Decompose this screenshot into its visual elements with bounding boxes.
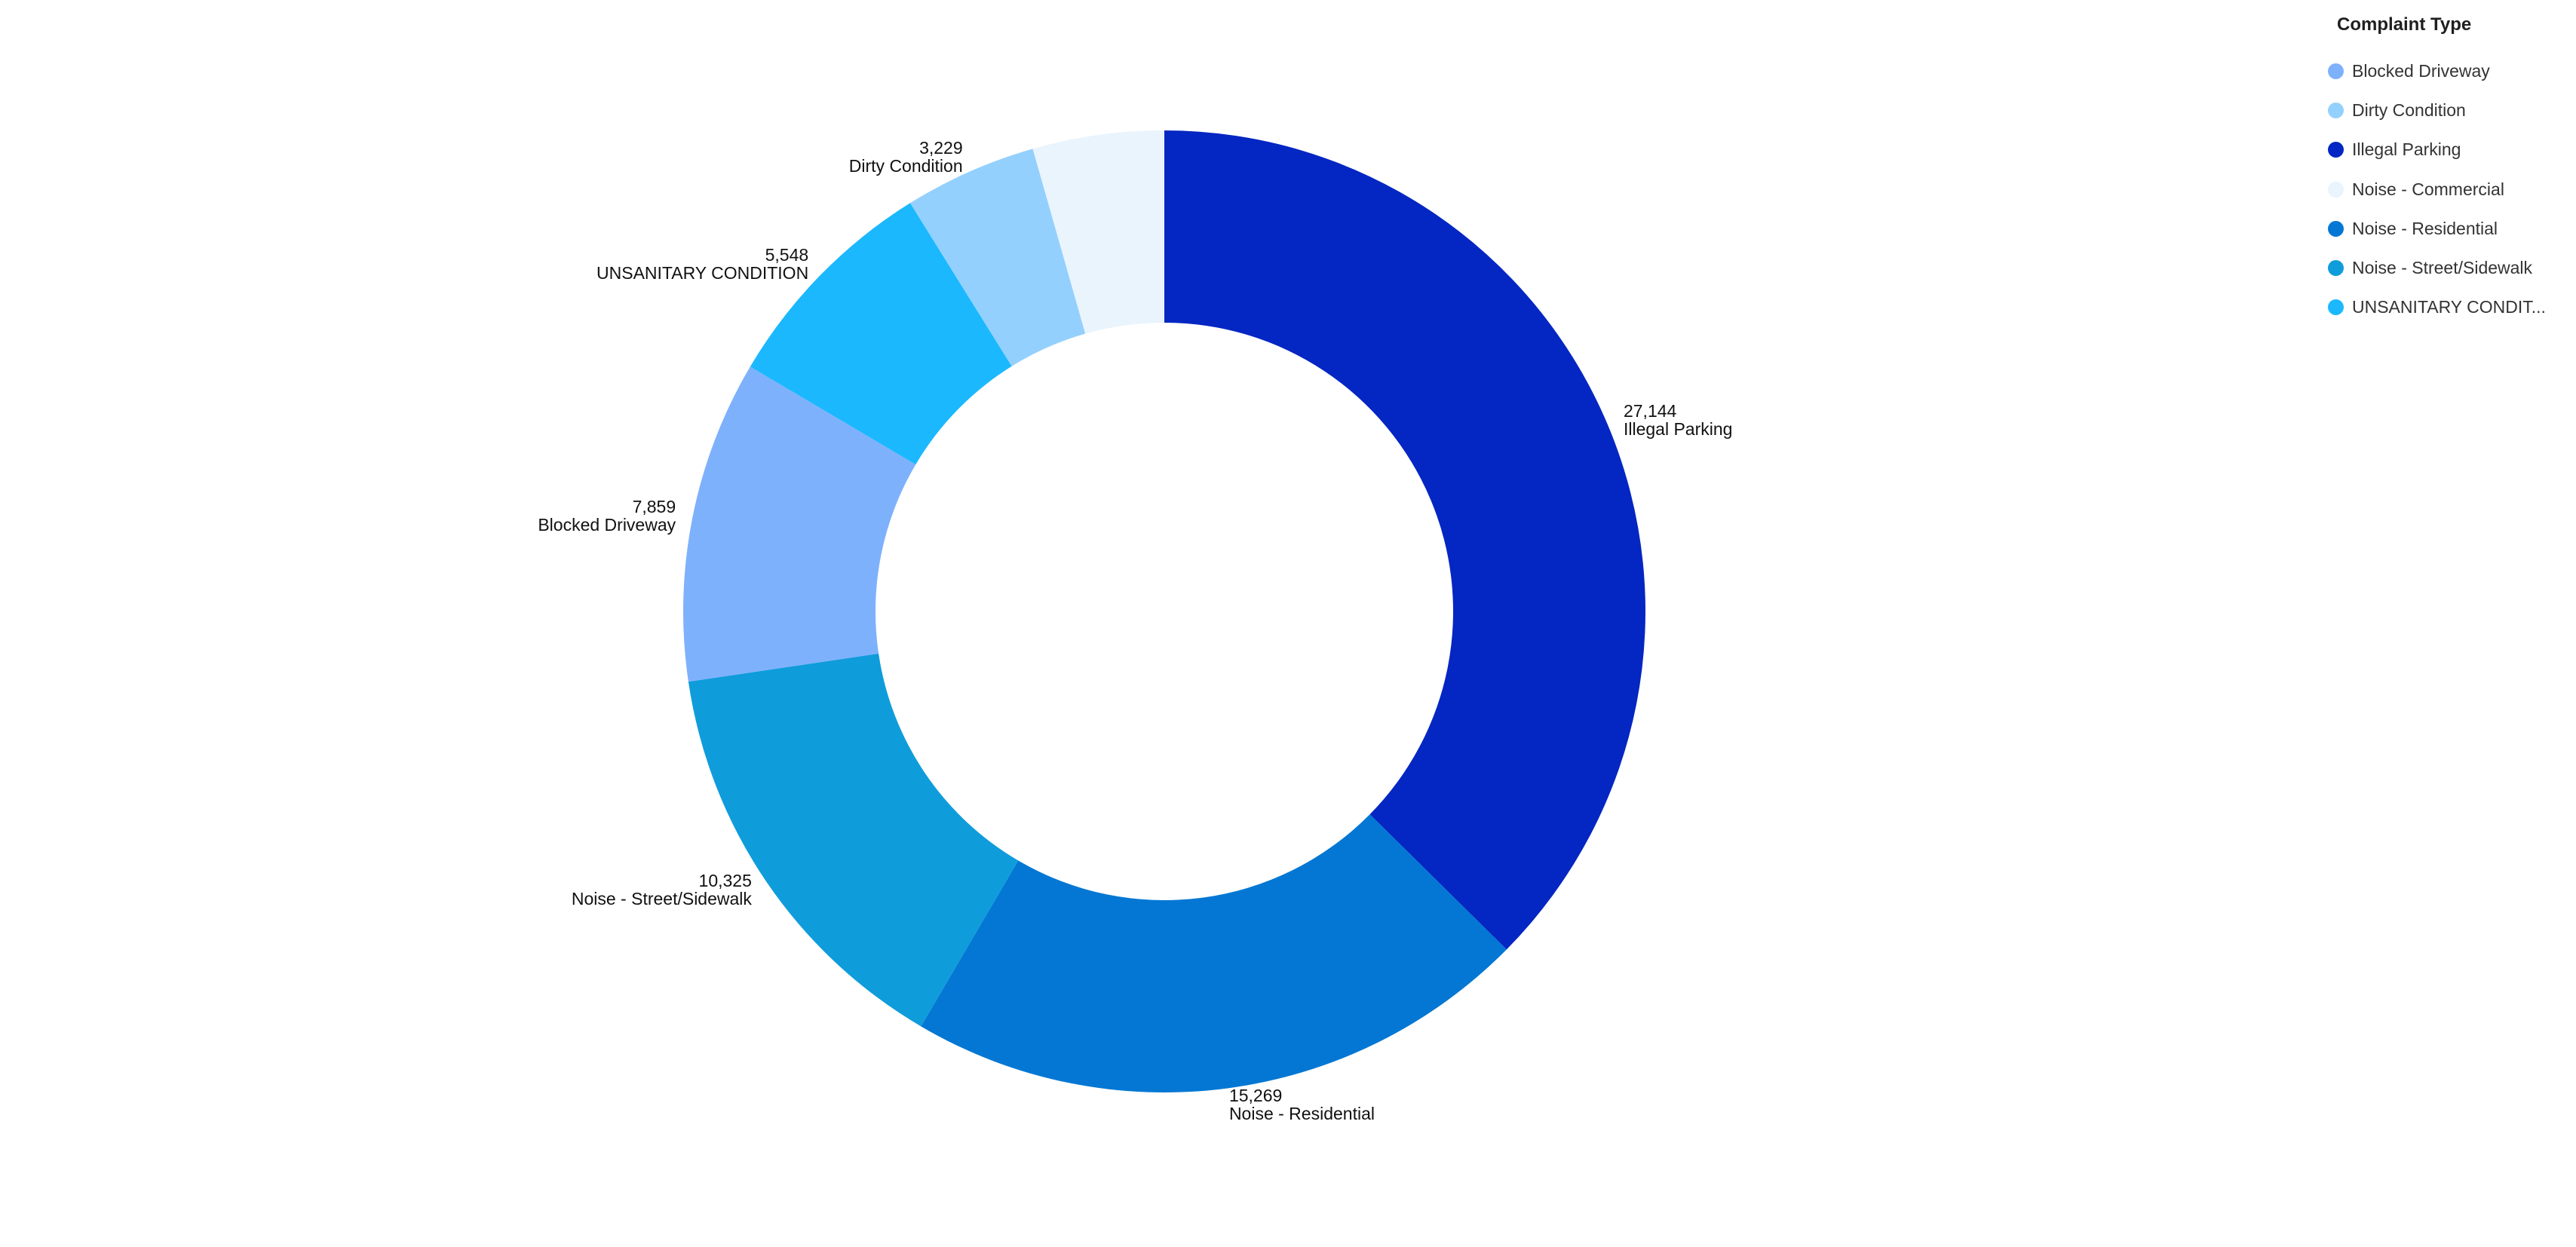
legend-title: Complaint Type: [2337, 14, 2472, 35]
slice-label-illegal-parking: 27,144 Illegal Parking: [1624, 402, 1732, 438]
legend-swatch: [2328, 63, 2344, 79]
slice-category-label: Illegal Parking: [1623, 418, 1733, 439]
slice-category-label: UNSANITARY CONDITION: [596, 262, 809, 283]
donut-slice-noise-street-sidewalk[interactable]: [688, 653, 1019, 1027]
legend-swatch: [2328, 102, 2344, 118]
slice-category-label: Noise - Residential: [1228, 1104, 1375, 1124]
slice-label-dirty-condition: 3,229 Dirty Condition: [849, 139, 963, 175]
legend-label: Noise - Street/Sidewalk: [2352, 258, 2533, 278]
legend-label: Dirty Condition: [2352, 100, 2466, 120]
legend-item-noise-street-sidewalk[interactable]: Noise - Street/Sidewalk: [2328, 248, 2569, 287]
donut-slice-noise-commercial[interactable]: [1032, 130, 1164, 334]
legend-label: Noise - Residential: [2352, 218, 2498, 238]
slice-value-label: 27,144: [1623, 400, 1677, 421]
slice-label-blocked-driveway: 7,859 Blocked Driveway: [538, 498, 676, 534]
legend-swatch: [2328, 299, 2344, 316]
slice-value-label: 5,548: [765, 244, 809, 265]
donut-slice-illegal-parking[interactable]: [1164, 130, 1645, 950]
slice-label-noise-residential: 15,269 Noise - Residential: [1229, 1086, 1375, 1123]
legend-label: Illegal Parking: [2352, 139, 2461, 160]
donut-slice-dirty-condition[interactable]: [909, 149, 1086, 366]
legend-item-dirty-condition[interactable]: Dirty Condition: [2328, 90, 2569, 130]
legend-item-noise-residential[interactable]: Noise - Residential: [2328, 209, 2569, 248]
donut-slice-unsanitary-condition[interactable]: [750, 203, 1012, 465]
legend-items: Blocked Driveway Dirty Condition Illegal P…: [2328, 51, 2569, 327]
slice-label-noise-street-sidewalk: 10,325 Noise - Street/Sidewalk: [572, 872, 752, 908]
legend-item-illegal-parking[interactable]: Illegal Parking: [2328, 130, 2569, 170]
legend-item-unsanitary-condit[interactable]: UNSANITARY CONDIT...: [2328, 288, 2569, 327]
slice-label-unsanitary-condition: 5,548 UNSANITARY CONDITION: [596, 246, 808, 282]
slice-category-label: Dirty Condition: [848, 155, 963, 176]
legend-label: Blocked Driveway: [2352, 60, 2490, 81]
legend-swatch: [2328, 260, 2344, 277]
legend-swatch: [2328, 220, 2344, 237]
legend: Complaint Type Blocked Driveway Dirty Con…: [2328, 15, 2569, 327]
slice-category-label: Blocked Driveway: [538, 514, 676, 535]
legend-item-noise-commercial[interactable]: Noise - Commercial: [2328, 170, 2569, 209]
legend-item-blocked-driveway[interactable]: Blocked Driveway: [2328, 51, 2569, 90]
legend-label: UNSANITARY CONDIT...: [2352, 297, 2546, 317]
slice-value-label: 7,859: [632, 496, 676, 516]
slice-value-label: 10,325: [698, 871, 752, 891]
legend-swatch: [2328, 181, 2344, 198]
slice-category-label: Noise - Street/Sidewalk: [571, 889, 752, 909]
legend-label: Noise - Commercial: [2352, 179, 2504, 199]
slice-value-label: 15,269: [1228, 1086, 1283, 1106]
legend-swatch: [2328, 142, 2344, 158]
donut-slice-blocked-driveway[interactable]: [682, 366, 916, 682]
slice-value-label: 3,229: [919, 137, 963, 158]
donut-slice-noise-residential[interactable]: [921, 814, 1507, 1092]
